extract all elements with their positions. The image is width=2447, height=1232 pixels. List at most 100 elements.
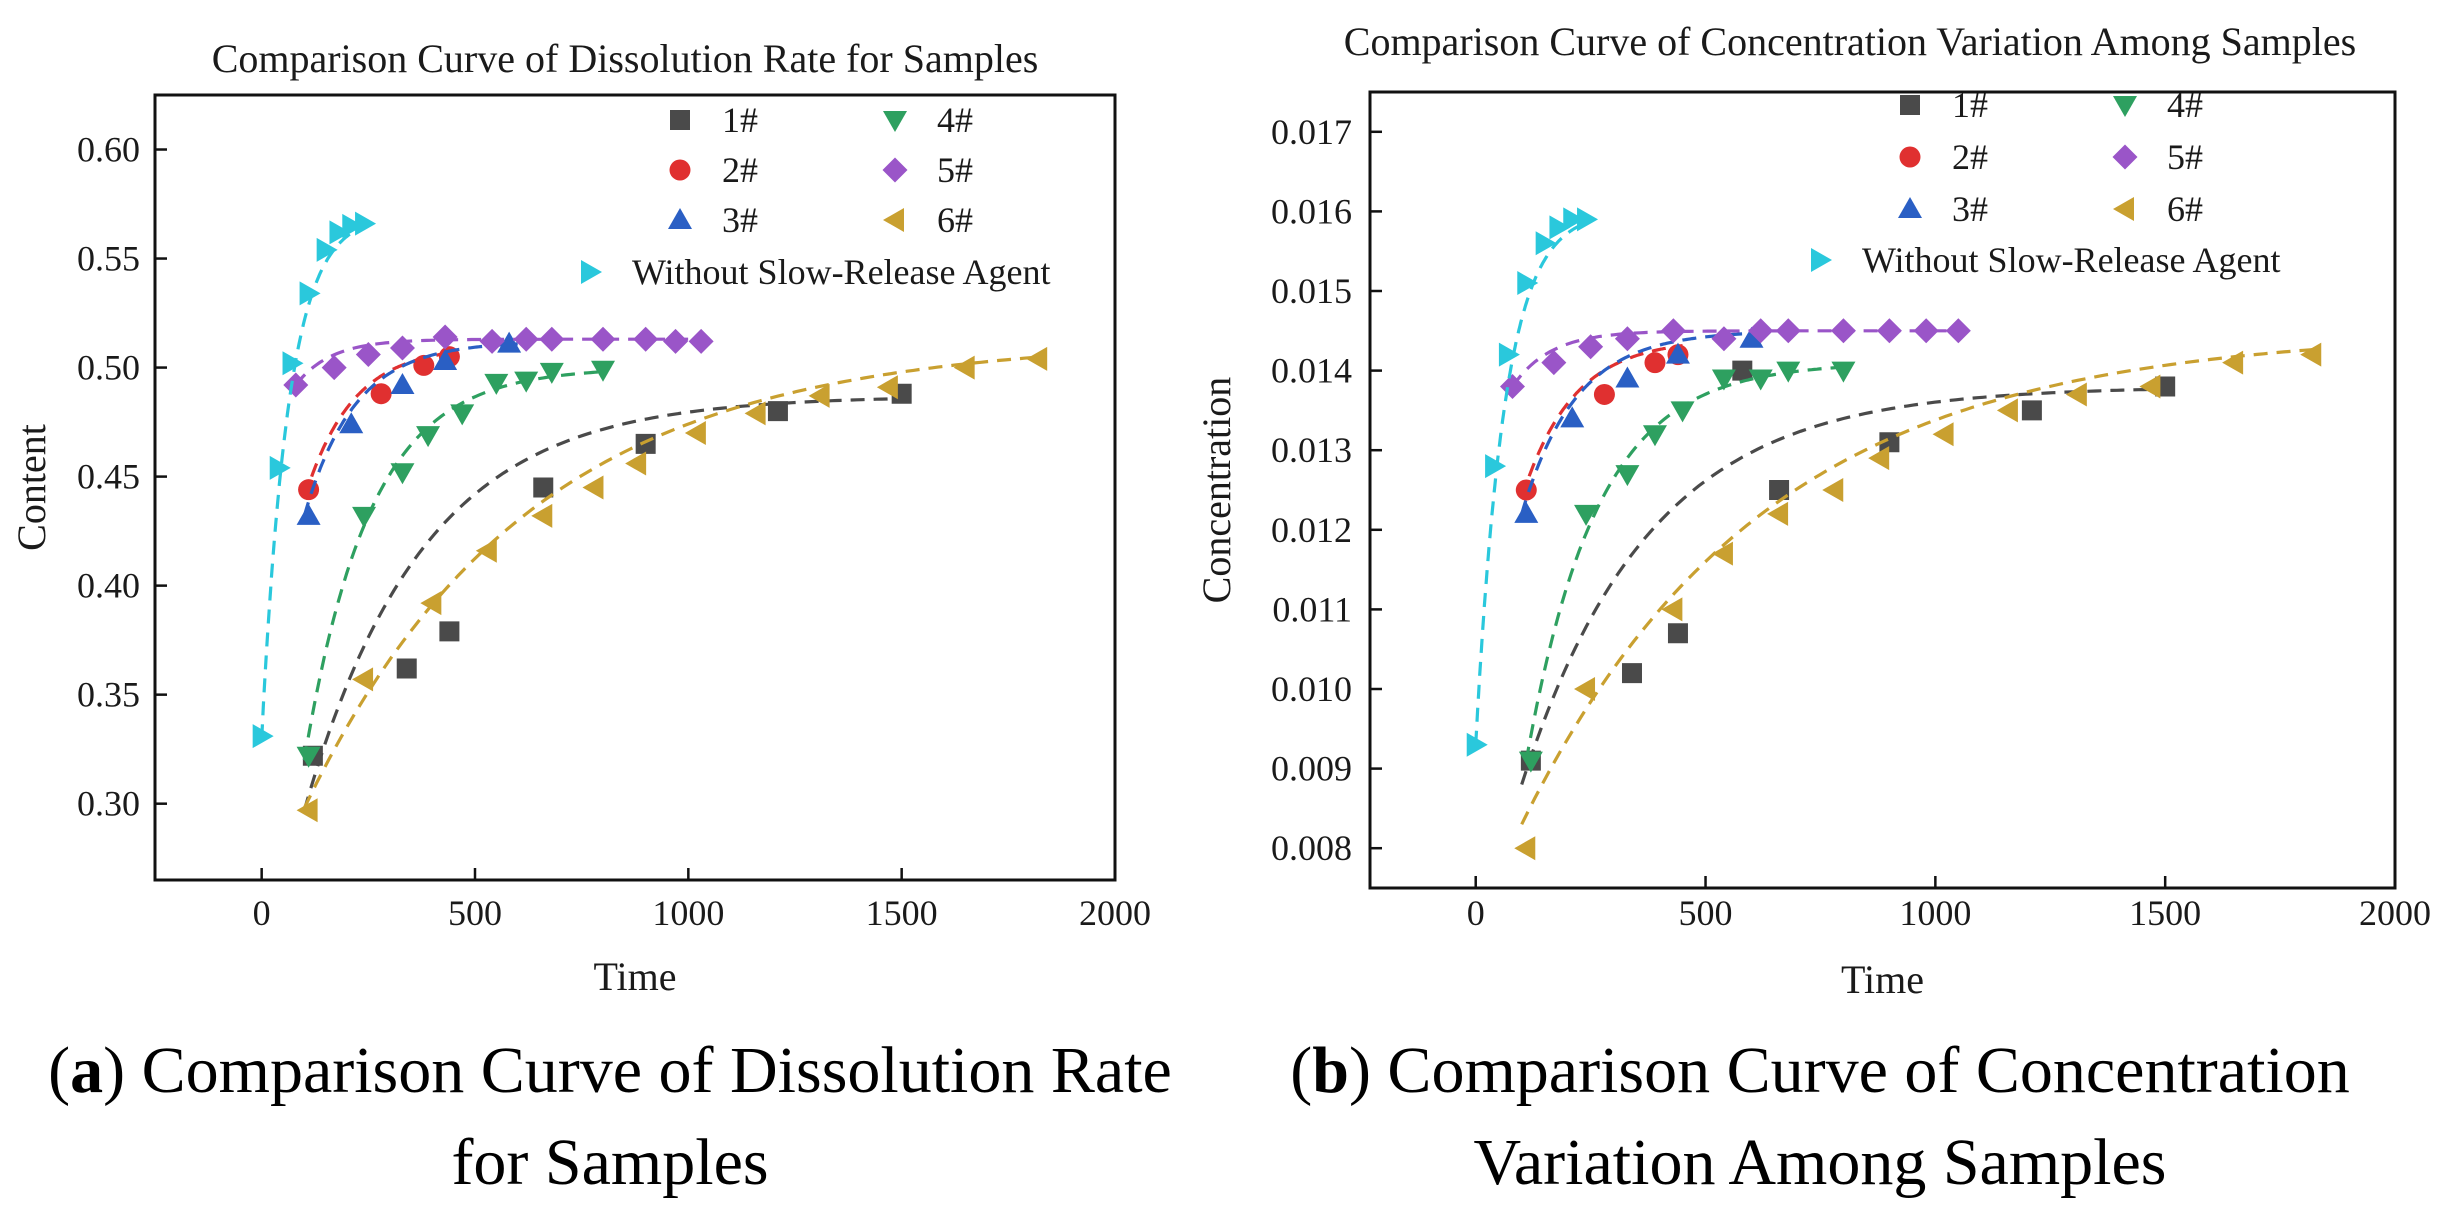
legend-label-2: 2# [1952,137,1988,177]
legend-label-1: 1# [1952,85,1988,125]
data-point-without-slow-release-agent [329,220,351,245]
data-point-2 [1593,383,1615,405]
data-point-5 [432,324,458,350]
x-tick-label: 1000 [1899,893,1971,933]
legend-label-5: 5# [2167,137,2203,177]
y-axis-label: Concentration [1194,377,1239,604]
data-point-5 [1541,350,1567,376]
data-point-1 [439,621,460,642]
data-point-3 [1665,342,1690,364]
data-point-1 [396,658,417,679]
data-point-1 [1879,432,1900,453]
legend-marker-without-slow-release-agent [581,260,602,284]
legend-label-3: 3# [722,200,758,240]
data-point-without-slow-release-agent [355,211,377,236]
plot-frame [1368,90,2397,890]
plot-frame [153,93,1117,882]
data-point-3 [1560,406,1585,428]
data-point-6 [420,591,442,616]
legend: 1# 2# 3# 4# 5# 6# Without Slow-Release Agent [581,100,1050,292]
x-tick-label: 1500 [2129,893,2201,933]
fit-line-6 [302,355,1043,809]
data-point-without-slow-release-agent [1517,271,1539,296]
data-point-6 [2300,342,2322,367]
legend-label-4: 4# [2167,85,2203,125]
legend-marker-5 [882,157,908,183]
y-tick-label: 0.011 [1272,589,1352,629]
plot-area [252,211,1048,823]
data-point-5 [539,326,565,352]
legend-label-without-slow-release-agent: Without Slow-Release Agent [1862,240,2280,280]
y-tick-label: 0.016 [1271,191,1352,231]
caption-b: (b) Comparison Curve of Concentration Va… [1290,1034,2350,1199]
data-point-3 [1615,366,1640,388]
legend-marker-5 [2112,144,2138,170]
legend-marker-4 [2113,96,2137,117]
data-point-4 [1642,425,1667,447]
data-point-without-slow-release-agent [1535,231,1557,256]
chart-title: Comparison Curve of Dissolution Rate for… [212,36,1039,81]
data-point-4 [416,426,441,448]
y-tick-label: 0.40 [77,566,140,606]
data-point-6 [582,475,604,500]
data-point-5 [1913,318,1939,344]
x-tick-label: 1500 [866,893,938,933]
data-point-1 [2021,400,2042,421]
y-tick-label: 0.60 [77,130,140,170]
fit-line-1 [302,397,902,811]
data-point-6 [2139,374,2161,399]
data-point-6 [1767,501,1789,526]
data-point-6 [684,420,706,445]
data-point-5 [1945,318,1971,344]
y-tick-label: 0.45 [77,457,140,497]
fit-line-2 [302,350,454,499]
data-point-6 [1868,446,1890,471]
data-point-1 [533,477,554,498]
legend-marker-1 [1900,95,1920,115]
caption-letter: b [1312,1034,1349,1107]
y-tick-label: 0.009 [1271,749,1352,789]
data-point-1 [635,433,656,454]
legend-label-2: 2# [722,150,758,190]
data-point-4 [1748,369,1773,391]
legend-label-3: 3# [1952,189,1988,229]
legend-marker-4 [883,111,907,132]
data-point-4 [352,506,377,528]
data-point-5 [389,335,415,361]
data-point-4 [1711,369,1736,391]
data-point-6 [1822,478,1844,502]
legend-marker-3 [668,208,692,229]
x-tick-label: 0 [253,893,271,933]
data-point-without-slow-release-agent [252,724,274,749]
data-point-4 [514,371,539,393]
x-tick-label: 1000 [652,893,724,933]
data-point-6 [1932,422,1954,447]
y-tick-label: 0.35 [77,675,140,715]
data-point-5 [663,328,689,354]
data-point-3 [390,373,415,395]
data-point-5 [355,341,381,367]
data-point-1 [1769,480,1790,500]
x-tick-label: 500 [448,893,502,933]
data-point-6 [475,538,497,563]
data-point-without-slow-release-agent [1498,342,1520,367]
y-tick-label: 0.30 [77,784,140,824]
data-point-4 [539,362,564,384]
data-point-5 [321,355,347,381]
y-tick-label: 0.014 [1271,351,1352,391]
data-point-6 [2222,350,2244,375]
data-point-6 [808,383,830,408]
y-tick-label: 0.55 [77,239,140,279]
fit-line-2 [1520,344,1683,499]
data-point-6 [876,375,898,400]
x-tick-label: 500 [1679,893,1733,933]
data-point-3 [497,331,522,353]
chart-panel-b: Comparison Curve of Concentration Variat… [1194,19,2431,1002]
data-point-5 [1775,318,1801,344]
legend: 1# 2# 3# 4# 5# 6# Without Slow-Release Agent [1811,85,2280,280]
legend-label-without-slow-release-agent: Without Slow-Release Agent [632,252,1050,292]
data-point-5 [513,326,539,352]
fit-line-3 [1520,331,1752,515]
legend-label-5: 5# [937,150,973,190]
